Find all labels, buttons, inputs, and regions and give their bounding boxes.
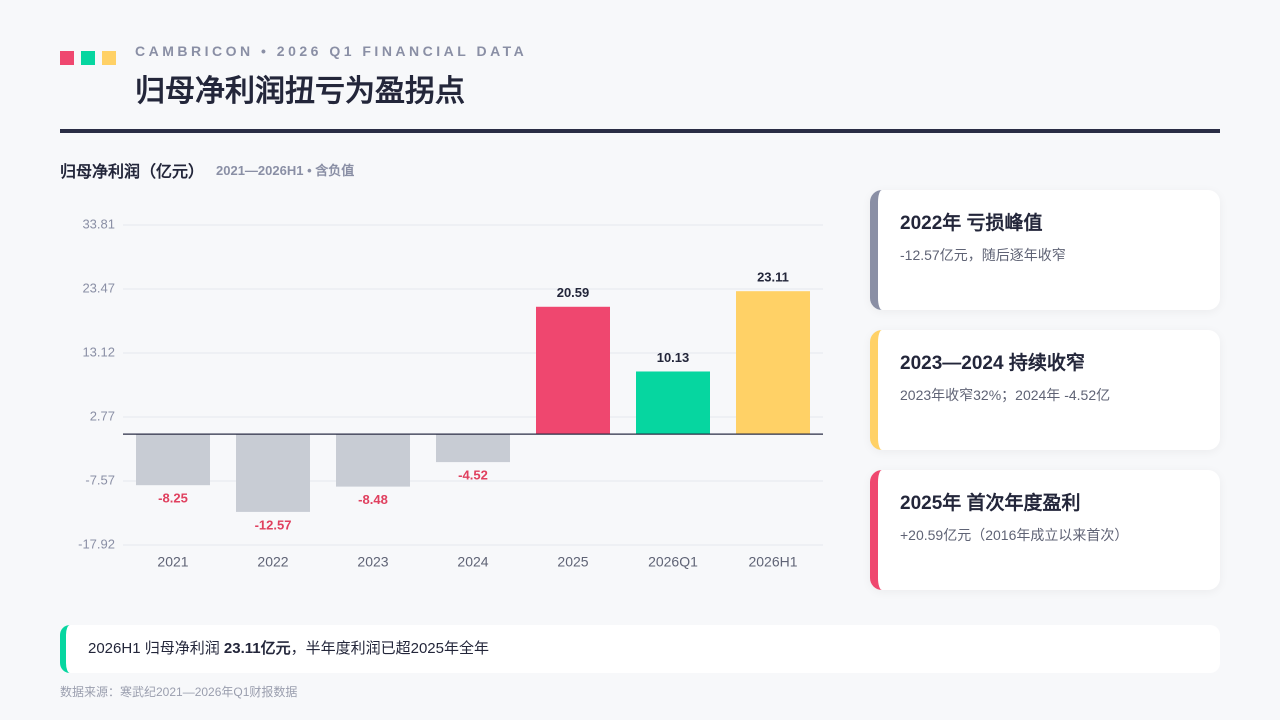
card-title: 2022年 亏损峰值 [900,213,1043,234]
x-tick-label: 2026H1 [748,554,797,570]
y-tick-label: -17.92 [78,536,115,551]
deco [102,51,116,65]
bar [436,434,510,463]
callout-text: 2026H1 归母净利润 [88,640,224,657]
value-label: 10.13 [657,350,690,365]
card: 2025年 首次年度盈利 +20.59亿元（2016年成立以来首次） [870,470,1220,590]
value-label: -4.52 [458,468,488,483]
y-tick-label: 33.81 [82,216,115,231]
chart-subtitle: 2021—2026H1 • 含负值 [216,163,355,178]
card-text: 2023年收窄32%；2024年 -4.52亿 [900,387,1111,403]
bar [136,434,210,486]
x-tick-label: 2021 [157,554,188,570]
callout-bold: 23.11亿元 [223,640,291,657]
y-tick-label: 23.47 [82,280,115,295]
card: 2023—2024 持续收窄 2023年收窄32%；2024年 -4.52亿 [870,330,1220,450]
deco [60,51,74,65]
bar [236,434,310,512]
rule [60,129,1220,133]
x-tick-label: 2023 [357,554,388,570]
y-tick-label: -7.57 [85,472,115,487]
card: 2022年 亏损峰值 -12.57亿元，随后逐年收窄 [870,190,1220,310]
card-title: 2023—2024 持续收窄 [900,353,1085,374]
y-tick-label: 13.12 [82,344,115,359]
value-label: -12.57 [255,517,292,532]
card-text: +20.59亿元（2016年成立以来首次） [900,527,1129,543]
subtitle: CAMBRICON • 2026 Q1 FINANCIAL DATA [135,43,528,59]
chart-title: 归母净利润（亿元） [60,164,205,181]
x-tick-label: 2025 [557,554,588,570]
x-tick-label: 2026Q1 [648,554,698,570]
callout-text: ，半年度利润已超2025年全年 [290,640,489,657]
value-label: 20.59 [557,285,590,300]
card-title: 2025年 首次年度盈利 [900,493,1081,514]
bar [536,306,610,435]
value-label: -8.25 [158,491,188,506]
callout: 2026H1 归母净利润 23.11亿元，半年度利润已超2025年全年 [60,625,1220,673]
bar [336,434,410,487]
value-label: -8.48 [358,492,388,507]
chart: -17.92 -7.57 2.77 13.12 23.47 33.81 2021 -8.25 2… [78,216,823,570]
deco [81,51,95,65]
y-tick-label: 2.77 [90,408,115,423]
source: 数据来源：寒武纪2021—2026年Q1财报数据 [60,685,298,699]
title: 归母净利润扭亏为盈拐点 [135,75,465,108]
card-text: -12.57亿元，随后逐年收窄 [900,247,1066,263]
x-tick-label: 2022 [257,554,288,570]
value-label: 23.11 [757,270,789,285]
bar [636,371,710,435]
x-tick-label: 2024 [457,554,488,570]
bar [736,291,810,435]
